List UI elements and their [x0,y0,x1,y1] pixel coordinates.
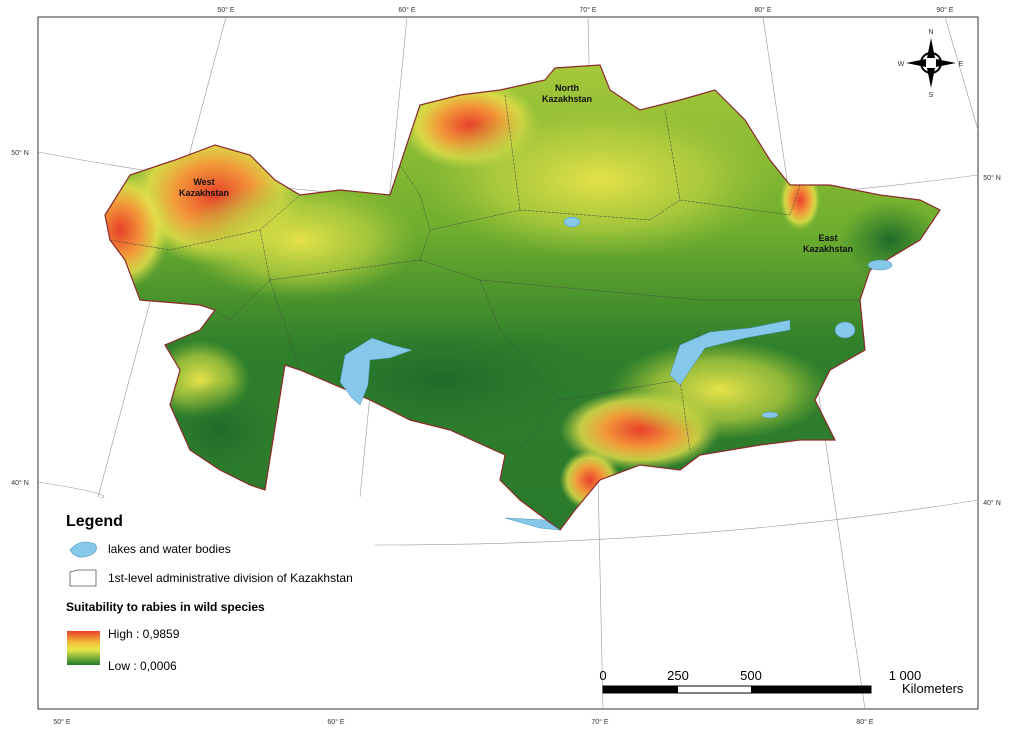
legend-suitability: Suitability to rabies in wild species [66,600,265,614]
scale-tick: 0 [599,668,606,683]
graticule-label: 50° N [11,149,29,157]
graticule-label: 80° E [754,6,772,14]
region-label: West Kazakhstan [179,177,229,198]
graticule-label: 80° E [856,718,874,726]
graticule-label: 60° E [398,6,416,14]
scale-tick: 500 [740,668,762,683]
scale-tick: 1 000 [889,668,922,683]
compass-e: E [959,61,964,68]
compass-n: N [928,29,933,36]
legend-title: Legend [66,513,123,530]
legend-high: High : 0,9859 [108,627,180,641]
legend-lakes: lakes and water bodies [108,542,231,556]
graticule-label: 70° E [591,718,609,726]
region-label: East Kazakhstan [803,233,853,254]
graticule-label: 40° N [11,479,29,487]
graticule-label: 50° E [217,6,235,14]
region-label: North Kazakhstan [542,83,592,104]
region-labels: West Kazakhstan North Kazakhstan East Kazakhs… [179,83,853,254]
compass-w: W [898,61,905,68]
graticule-label: 50° N [983,174,1001,182]
graticule-label: 70° E [579,6,597,14]
compass-s: S [929,92,934,99]
lakes [339,216,893,531]
graticule-label: 50° E [53,718,71,726]
scale-tick: 250 [667,668,689,683]
graticule-labels: 50° E 60° E 70° E 80° E 90° E 50° E 60° E 70° E… [11,6,1001,726]
scale-unit: Kilometers [902,681,964,696]
legend: Legend lakes and water bodies 1st-level … [66,513,353,673]
legend-low: Low : 0,0006 [108,659,177,673]
graticule-label: 60° E [327,718,345,726]
admin-boundaries [109,94,860,451]
compass: N W E S [898,29,964,99]
scale-bar: 0 250 500 1 000 Kilometers [599,668,964,696]
legend-admin: 1st-level administrative division of Kaz… [108,571,353,585]
graticule-label: 90° E [936,6,954,14]
graticule-label: 40° N [983,499,1001,507]
